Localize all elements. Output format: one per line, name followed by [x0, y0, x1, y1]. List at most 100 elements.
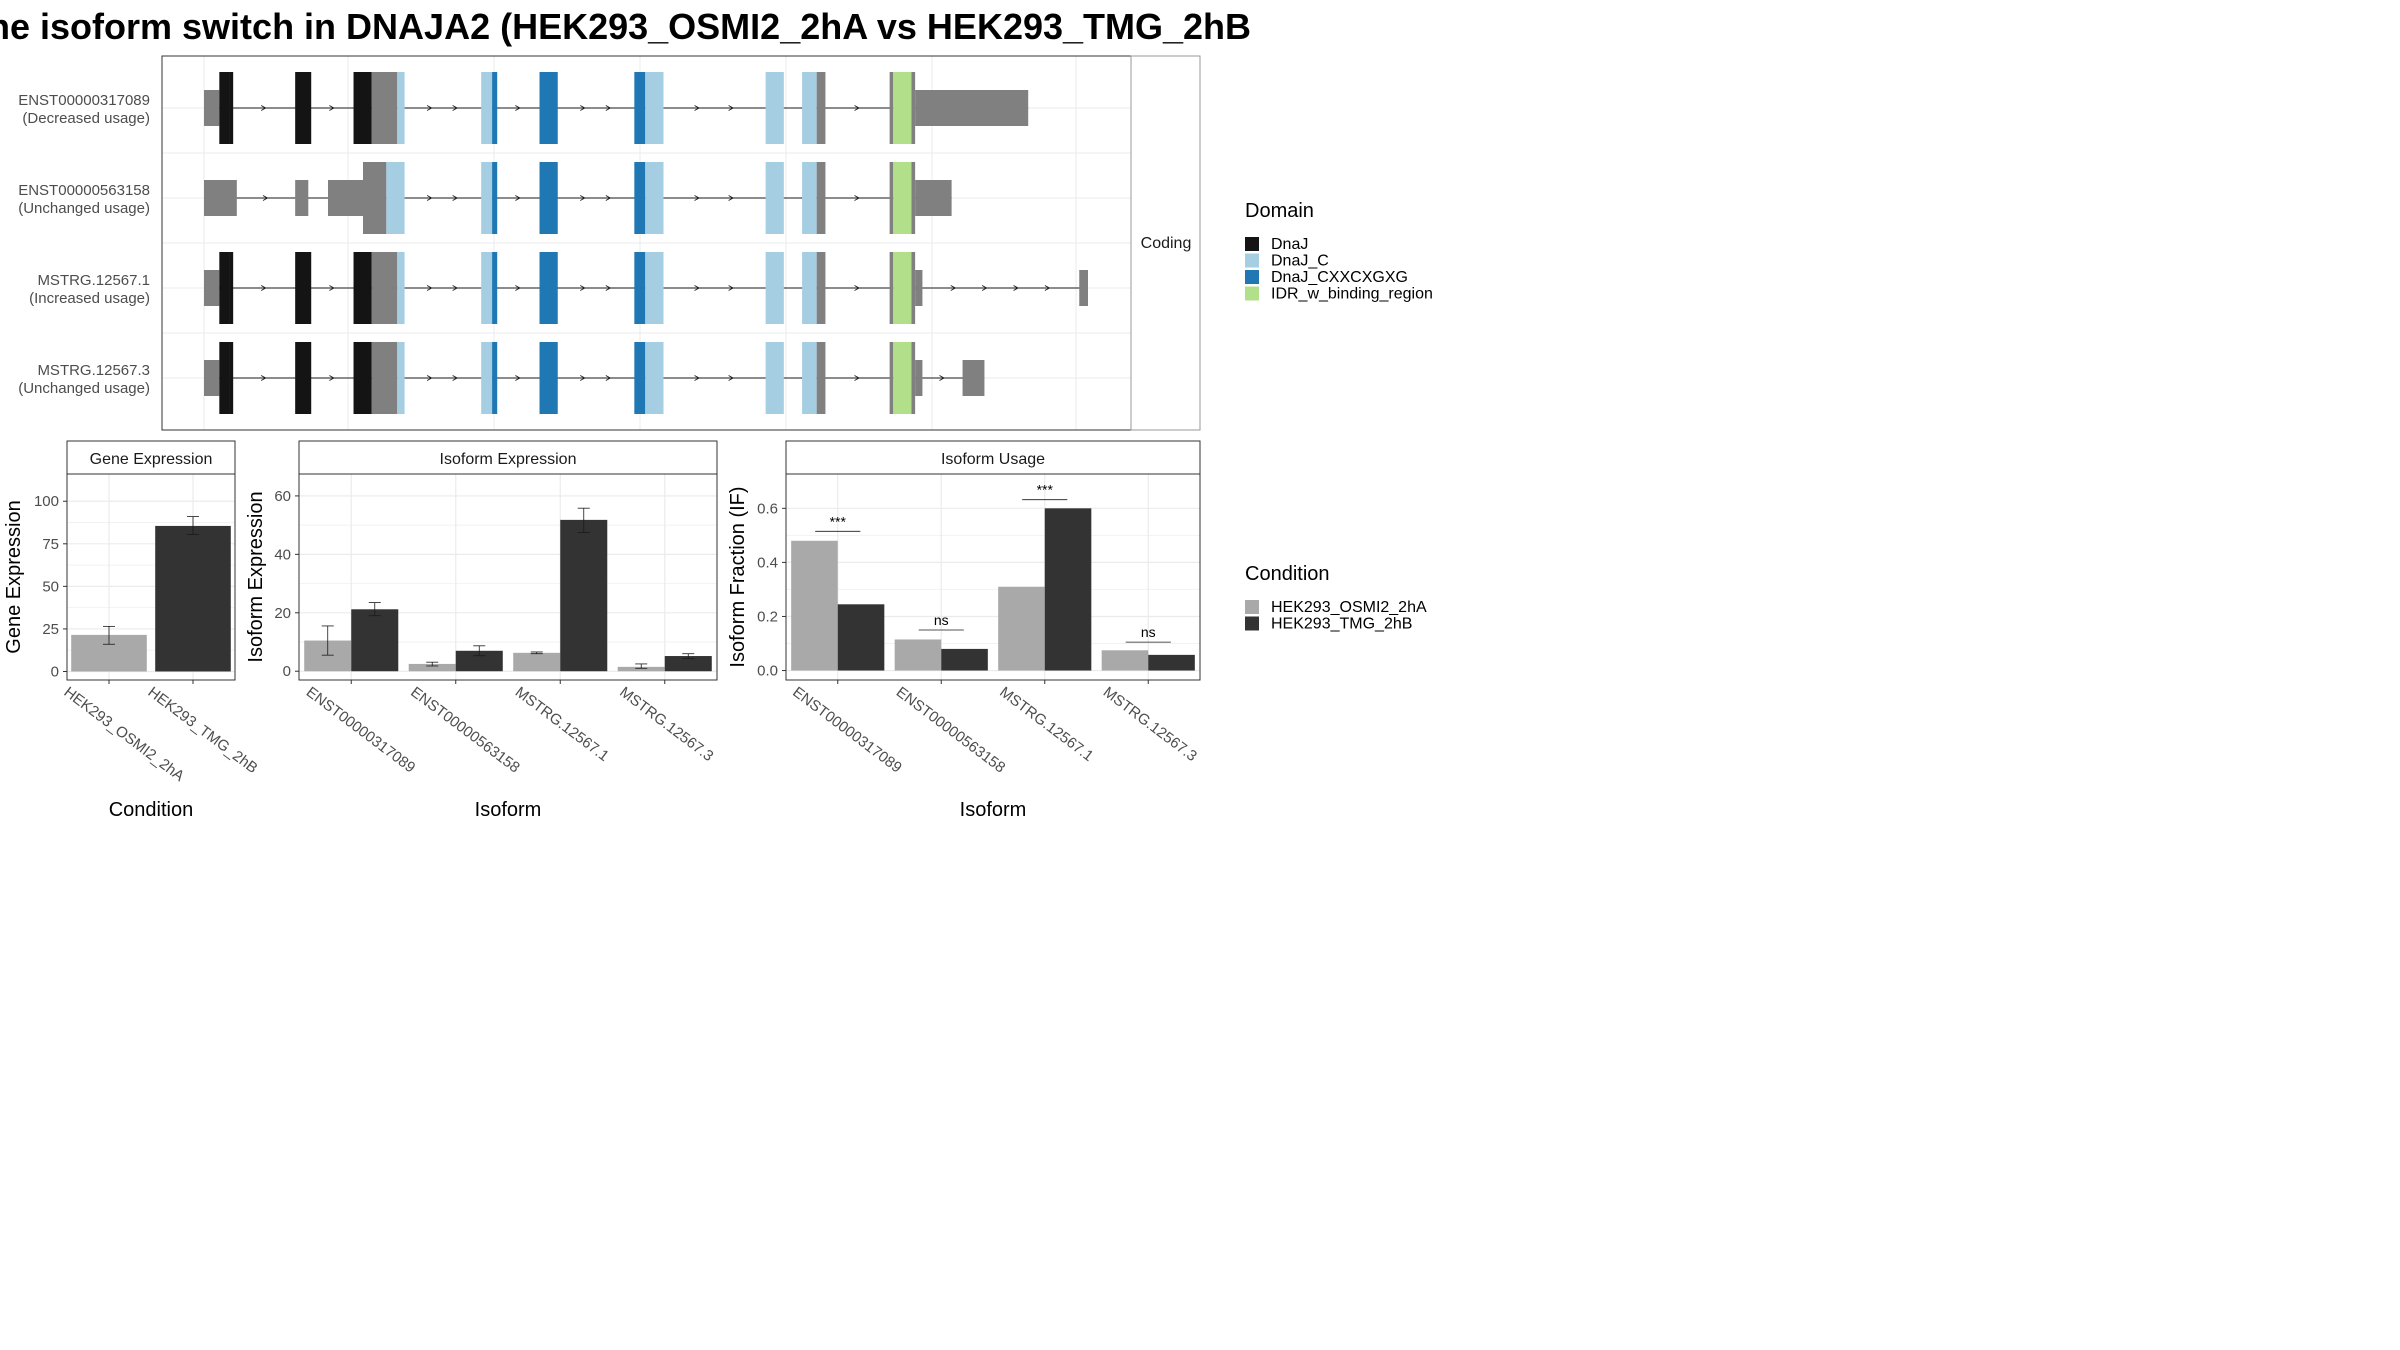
exon-dnaj-c	[645, 342, 664, 414]
exon-cds	[889, 342, 894, 414]
exon-dnaj-cxxcxgxg	[492, 162, 498, 234]
transcript-id-label: ENST00000317089	[18, 92, 150, 109]
exon-dnaj-cxxcxgxg	[634, 342, 646, 414]
direction-arrow	[854, 285, 860, 291]
exon-dnaj-c	[481, 162, 493, 234]
bar-panels: 0255075100HEK293_OSMI2_2hAHEK293_TMG_2hB…	[3, 440, 1201, 821]
exon-utr	[1079, 270, 1088, 306]
exon-cds	[911, 252, 916, 324]
panel-title: Isoform Usage	[941, 451, 1045, 468]
transcript-usage-label: (Decreased usage)	[22, 110, 150, 127]
direction-arrow	[260, 105, 267, 111]
bar	[513, 652, 561, 672]
direction-arrow	[452, 285, 459, 291]
significance-label: ns	[934, 612, 949, 628]
direction-arrow	[605, 105, 612, 111]
transcript-id-label: ENST00000563158	[18, 182, 150, 199]
direction-arrow	[728, 195, 735, 201]
transcript-usage-label: (Unchanged usage)	[18, 380, 150, 397]
bar	[1101, 650, 1149, 671]
exon-cds	[816, 72, 826, 144]
exon-dnaj-cxxcxgxg	[492, 342, 498, 414]
exon-cds	[911, 342, 916, 414]
exon-dnaj	[295, 342, 312, 414]
direction-arrow	[452, 105, 459, 111]
exon-dnaj	[229, 342, 234, 414]
y-tick-label: 0.4	[757, 554, 778, 571]
direction-arrow	[426, 375, 433, 381]
bar	[664, 656, 712, 672]
exon-dnaj	[229, 252, 234, 324]
figure-canvas: ENST00000317089(Decreased usage)ENST0000…	[3, 55, 1433, 821]
direction-arrow	[426, 195, 433, 201]
exon-utr	[204, 270, 220, 306]
exon-cds	[371, 72, 398, 144]
x-tick-label: ENST00000563158	[893, 684, 1008, 777]
direction-arrow	[728, 285, 735, 291]
bar	[155, 525, 231, 672]
panel-strip	[66, 440, 236, 475]
bar	[1044, 508, 1092, 671]
direction-arrow	[694, 105, 700, 111]
x-tick-label: ENST00000317089	[789, 684, 904, 777]
figure-title: ne isoform switch in DNAJA2 (HEK293_OSMI…	[0, 6, 1252, 47]
bar	[998, 586, 1045, 671]
direction-arrow	[1044, 285, 1051, 291]
transcript-structure-panel: ENST00000317089(Decreased usage) ENST0000…	[18, 55, 1201, 431]
y-tick-label: 20	[274, 605, 291, 622]
direction-arrow	[580, 195, 586, 201]
direction-arrow	[426, 105, 433, 111]
direction-arrow	[854, 105, 860, 111]
legend-label: HEK293_OSMI2_2hA	[1271, 599, 1427, 616]
direction-arrow	[1013, 285, 1019, 291]
transcript-usage-label: (Increased usage)	[29, 290, 150, 307]
y-tick-label: 25	[42, 621, 59, 638]
direction-arrow	[452, 375, 459, 381]
facet-strip	[1130, 55, 1201, 431]
y-tick-label: 0.6	[757, 500, 778, 517]
legend-swatch	[1245, 253, 1259, 268]
exon-dnaj-cxxcxgxg	[634, 72, 646, 144]
bar	[351, 609, 399, 672]
panel-title: Isoform Expression	[440, 451, 577, 468]
exon-dnaj-cxxcxgxg	[539, 72, 558, 144]
direction-arrow	[694, 375, 700, 381]
y-axis-title: Gene Expression	[3, 500, 25, 653]
exon-utr	[204, 180, 237, 216]
exon-utr	[915, 270, 923, 306]
legend-label: HEK293_TMG_2hB	[1271, 616, 1412, 633]
direction-arrow	[260, 375, 267, 381]
exon-cds	[889, 72, 894, 144]
exon-dnaj-c	[802, 252, 817, 324]
direction-arrow	[260, 285, 267, 291]
exon-dnaj-cxxcxgxg	[634, 162, 646, 234]
bar	[617, 666, 665, 672]
legend-swatch	[1245, 600, 1259, 614]
legend-label: DnaJ_CXXCXGXG	[1271, 269, 1408, 286]
exon-dnaj-c	[386, 162, 405, 234]
direction-arrow	[939, 375, 945, 381]
exon-dnaj-c	[481, 342, 493, 414]
bar	[560, 519, 608, 672]
transcript-id-label: MSTRG.12567.1	[37, 272, 150, 289]
exon-cds	[371, 342, 398, 414]
x-tick-label: ENST00000563158	[407, 684, 522, 777]
legend-swatch	[1245, 270, 1259, 284]
exon-dnaj-c	[765, 162, 784, 234]
x-axis-title: Isoform	[960, 799, 1027, 821]
exon-cds	[889, 252, 894, 324]
direction-arrow	[515, 195, 521, 201]
exon-dnaj-cxxcxgxg	[634, 252, 646, 324]
direction-arrow	[426, 285, 433, 291]
transcript-id-label: MSTRG.12567.3	[37, 362, 150, 379]
exon-utr	[204, 360, 220, 396]
bar	[791, 540, 838, 671]
x-tick-label: MSTRG.12567.1	[512, 684, 612, 765]
direction-arrow	[605, 375, 612, 381]
domain-legend: Domain DnaJDnaJ_CDnaJ_CXXCXGXGIDR_w_bindi…	[1245, 200, 1433, 303]
direction-arrow	[329, 285, 335, 291]
panel-strip	[298, 440, 718, 475]
exon-dnaj-c	[645, 162, 664, 234]
exon-dnaj-cxxcxgxg	[539, 342, 558, 414]
